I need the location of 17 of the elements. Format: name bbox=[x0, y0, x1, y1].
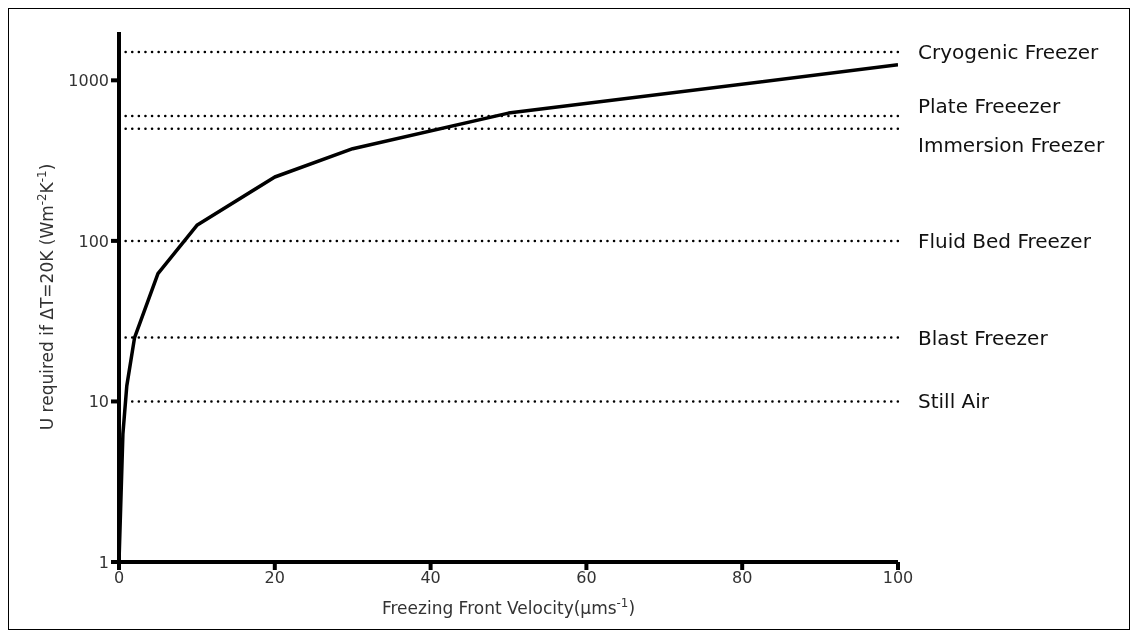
x-axis-title: Freezing Front Velocity(μms$^{-1}$) bbox=[381, 596, 636, 618]
ref-line-label: Immersion Freezer bbox=[918, 132, 1105, 157]
ref-line-label: Cryogenic Freezer bbox=[918, 40, 1100, 65]
y-tick-label: 1000 bbox=[68, 71, 109, 91]
x-tick-label: 0 bbox=[113, 568, 125, 588]
x-tick-label: 20 bbox=[264, 568, 285, 588]
y-tick-label: 10 bbox=[88, 392, 109, 412]
x-tick-label: 80 bbox=[732, 568, 753, 588]
x-tick-label: 40 bbox=[420, 568, 441, 588]
x-tick-label: 60 bbox=[576, 568, 597, 588]
ref-line-label: Plate Freeezer bbox=[918, 93, 1061, 118]
y-tick-label: 1 bbox=[98, 552, 109, 572]
ref-line-label: Still Air bbox=[918, 389, 990, 414]
y-tick-label: 100 bbox=[78, 231, 109, 251]
ref-line-label: Fluid Bed Freezer bbox=[918, 228, 1092, 253]
ref-line-label: Blast Freezer bbox=[918, 325, 1049, 350]
x-tick-label: 100 bbox=[882, 568, 914, 588]
